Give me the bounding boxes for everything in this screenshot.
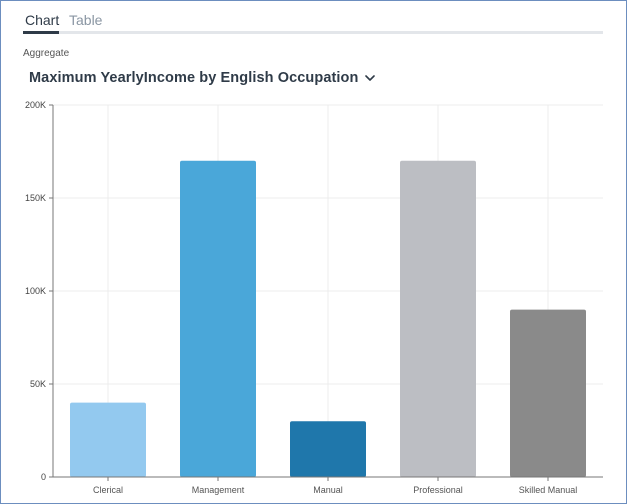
- bar-skilled-manual: [510, 309, 586, 477]
- bar-professional: [400, 160, 476, 478]
- view-tabs: Chart Table: [23, 11, 603, 35]
- bar-management: [180, 160, 256, 478]
- x-tick-label: Manual: [313, 485, 343, 495]
- x-tick-label: Management: [192, 485, 245, 495]
- aggregate-selector[interactable]: Maximum YearlyIncome by English Occupati…: [29, 68, 376, 88]
- bar-manual: [290, 421, 366, 477]
- chart-title: Maximum YearlyIncome by English Occupati…: [29, 70, 359, 86]
- x-tick-label: Professional: [413, 485, 463, 495]
- x-tick-label: Skilled Manual: [519, 485, 578, 495]
- tab-table[interactable]: Table: [69, 12, 103, 28]
- y-tick-label: 50K: [30, 379, 46, 389]
- y-tick-label: 150K: [25, 193, 46, 203]
- bar-clerical: [70, 402, 146, 477]
- active-tab-indicator: [23, 31, 59, 34]
- x-tick-label: Clerical: [93, 485, 123, 495]
- y-tick-label: 0: [41, 472, 46, 482]
- aggregate-label: Aggregate: [23, 48, 70, 59]
- chevron-down-icon: [365, 75, 376, 81]
- y-tick-label: 100K: [25, 286, 46, 296]
- tab-track: [23, 31, 603, 34]
- tab-chart[interactable]: Chart: [25, 12, 60, 28]
- y-tick-label: 200K: [25, 100, 46, 110]
